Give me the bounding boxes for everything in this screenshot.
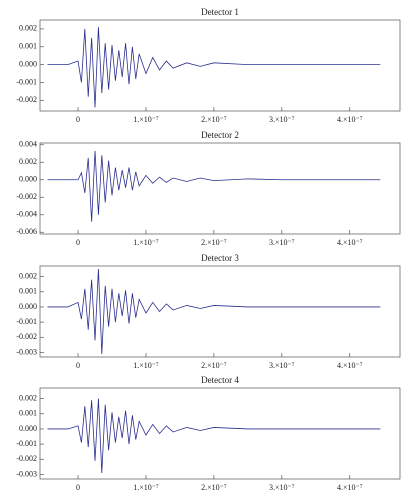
- x-tick-label: 3.×10⁻⁷: [269, 361, 295, 370]
- x-tick-label: 2.×10⁻⁷: [201, 483, 227, 492]
- x-tick-label: 1.×10⁻⁷: [133, 238, 159, 247]
- y-tick-label: 0.001: [19, 42, 37, 51]
- x-tick-label: 0: [76, 238, 80, 247]
- plot-frame: [39, 142, 401, 235]
- x-tick-label: 0: [76, 483, 80, 492]
- plot-frame: [39, 387, 401, 480]
- x-tick-label: 1.×10⁻⁷: [133, 483, 159, 492]
- signal-line: [47, 269, 381, 354]
- plot-frame: [39, 19, 401, 112]
- y-tick-label: 0.002: [19, 271, 37, 280]
- y-tick-label: -0.002: [16, 454, 37, 463]
- y-tick-label: -0.006: [16, 227, 37, 236]
- x-tick-label: 4.×10⁻⁷: [337, 115, 363, 124]
- signal-line: [47, 150, 381, 222]
- chart-title: Detector 3: [201, 253, 239, 263]
- y-tick-label: -0.003: [16, 469, 37, 478]
- y-tick-label: -0.003: [16, 347, 37, 356]
- y-tick-label: 0.002: [19, 157, 37, 166]
- y-tick-label: -0.002: [16, 192, 37, 201]
- y-tick-label: 0.002: [19, 393, 37, 402]
- x-tick-label: 4.×10⁻⁷: [337, 361, 363, 370]
- x-tick-label: 2.×10⁻⁷: [201, 115, 227, 124]
- x-tick-label: 1.×10⁻⁷: [133, 115, 159, 124]
- x-tick-label: 2.×10⁻⁷: [201, 238, 227, 247]
- y-tick-label: -0.002: [16, 95, 37, 104]
- chart-title: Detector 4: [201, 375, 239, 385]
- y-tick-label: -0.001: [16, 77, 37, 86]
- y-tick-label: 0.000: [19, 175, 37, 184]
- x-tick-label: 1.×10⁻⁷: [133, 361, 159, 370]
- y-tick-label: -0.002: [16, 332, 37, 341]
- x-tick-label: 4.×10⁻⁷: [337, 238, 363, 247]
- chart-title: Detector 2: [201, 130, 239, 140]
- y-tick-label: -0.004: [16, 210, 37, 219]
- y-tick-label: 0.000: [19, 302, 37, 311]
- y-tick-label: 0.000: [19, 59, 37, 68]
- x-tick-label: 3.×10⁻⁷: [269, 115, 295, 124]
- y-tick-label: 0.002: [19, 24, 37, 33]
- chart-title: Detector 1: [201, 7, 239, 17]
- y-tick-label: 0.001: [19, 287, 37, 296]
- x-tick-label: 4.×10⁻⁷: [337, 483, 363, 492]
- x-tick-label: 3.×10⁻⁷: [269, 483, 295, 492]
- x-tick-label: 0: [76, 361, 80, 370]
- x-tick-label: 3.×10⁻⁷: [269, 238, 295, 247]
- y-tick-label: -0.001: [16, 439, 37, 448]
- plot-frame: [39, 265, 401, 358]
- signal-line: [47, 398, 381, 473]
- y-tick-label: 0.001: [19, 409, 37, 418]
- y-tick-label: -0.001: [16, 317, 37, 326]
- signal-line: [47, 27, 381, 108]
- y-tick-label: 0.000: [19, 424, 37, 433]
- x-tick-label: 2.×10⁻⁷: [201, 361, 227, 370]
- y-tick-label: 0.004: [19, 140, 37, 149]
- x-tick-label: 0: [76, 115, 80, 124]
